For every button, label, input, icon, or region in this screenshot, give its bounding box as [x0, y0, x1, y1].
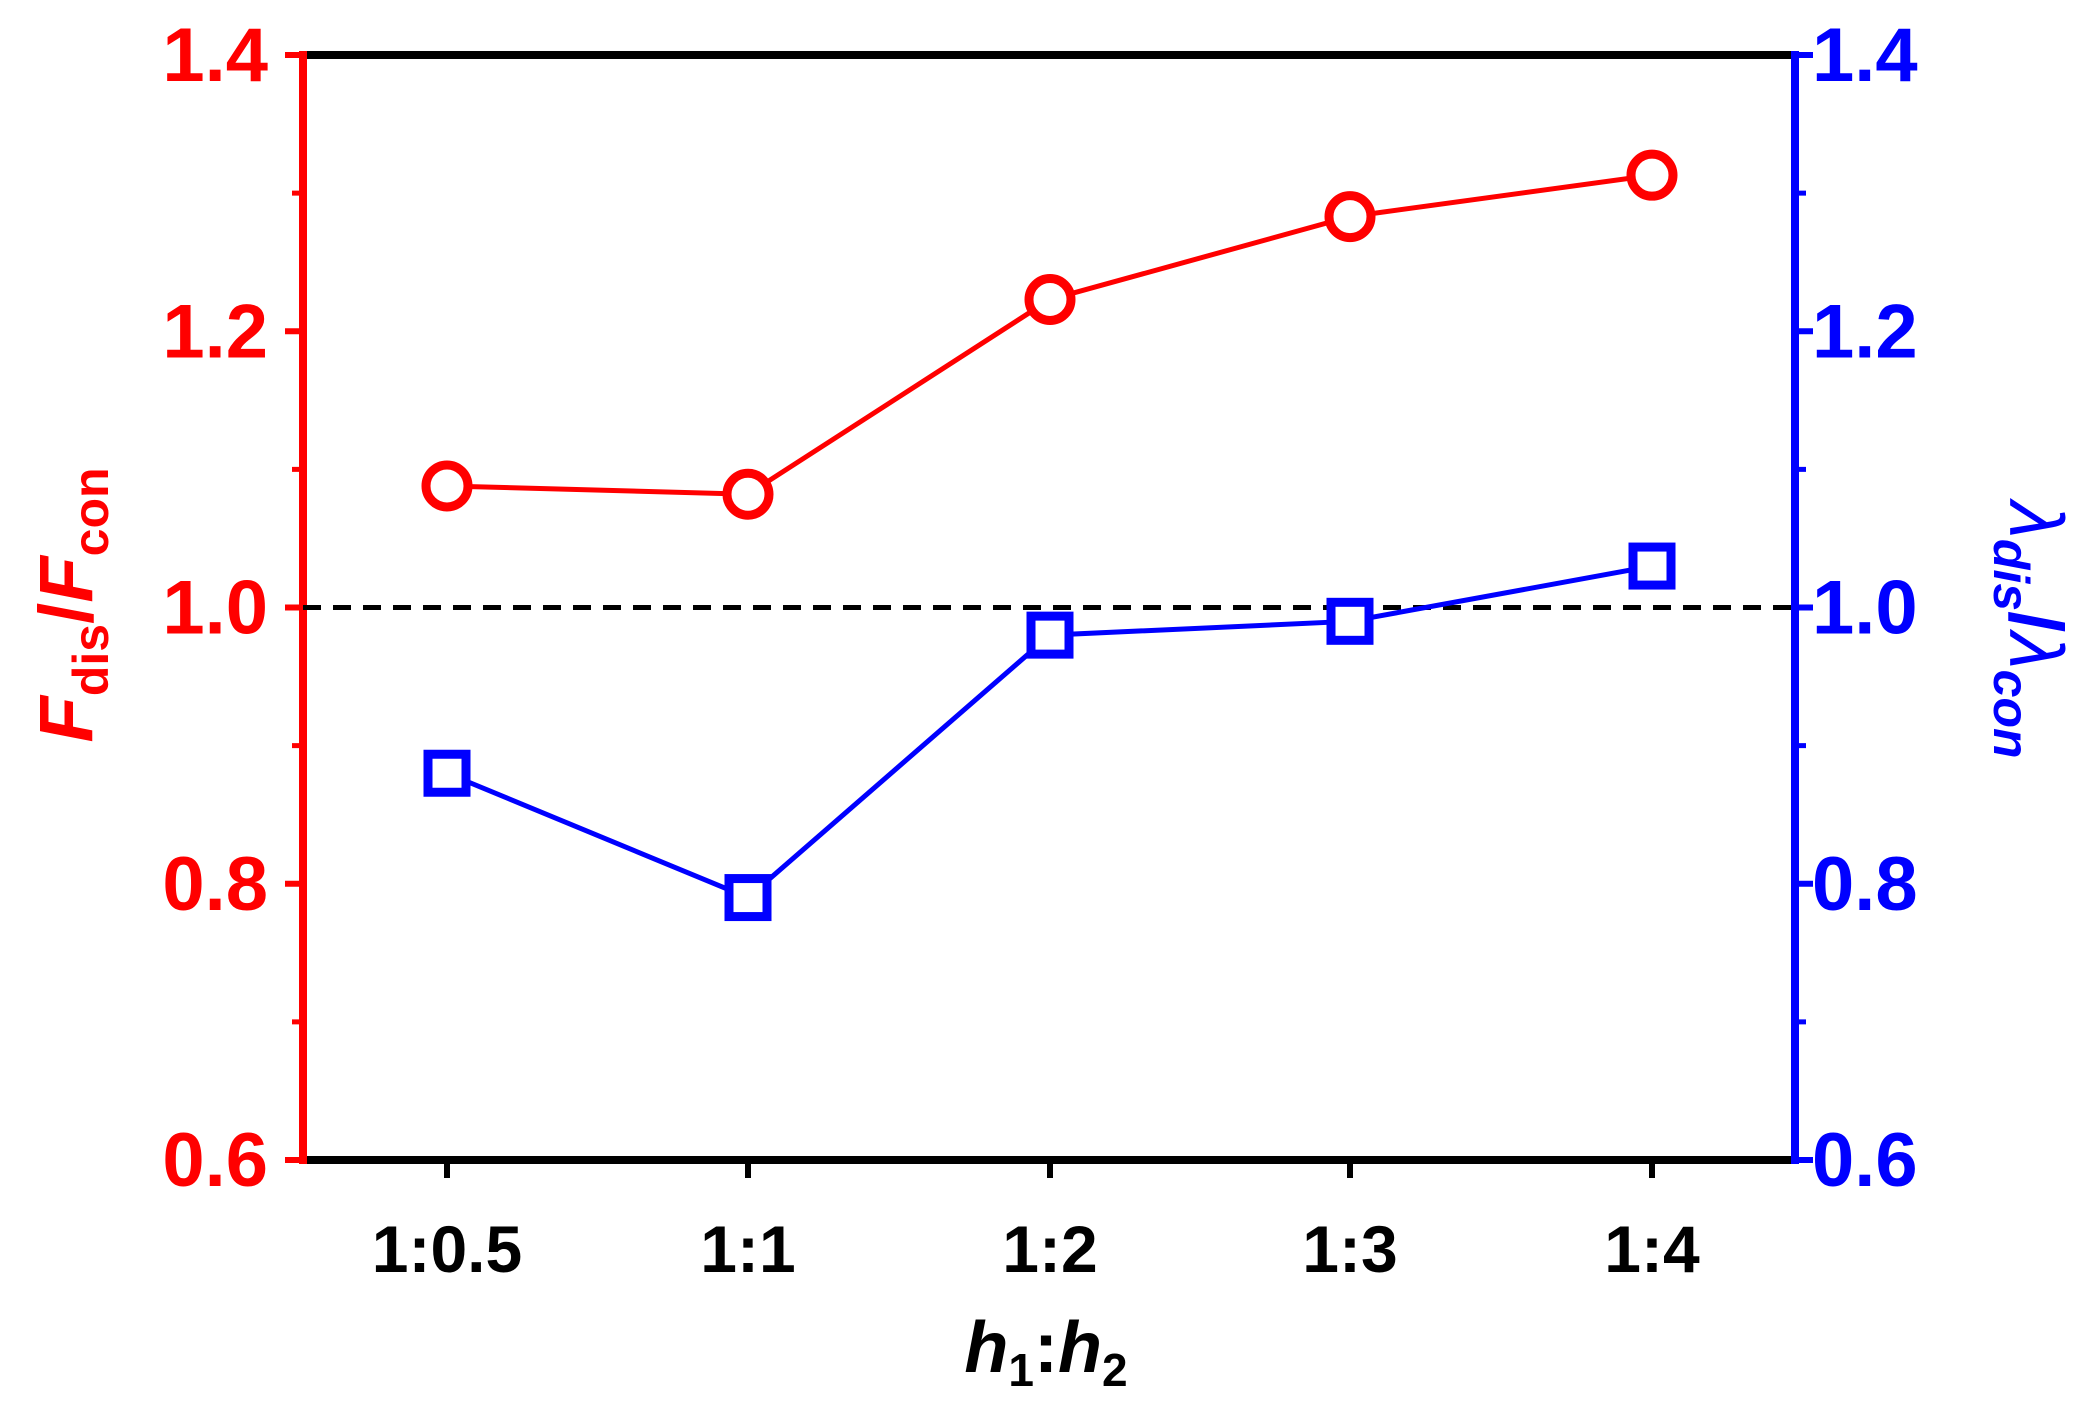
x-axis-title: h1:h2	[964, 1308, 1127, 1396]
right-axis-tick-label: 1.0	[1812, 566, 1918, 651]
right-axis-title: λdis/λcon	[1983, 497, 2078, 758]
x-axis-title-sub1: 1	[1008, 1344, 1034, 1396]
x-axis-title-main2: h	[1058, 1308, 1102, 1388]
series-lambda-dis-lambda-con-point	[1026, 611, 1074, 659]
left-axis-title: Fdis/Fcon	[24, 467, 119, 742]
left-axis-title-sub2: con	[63, 467, 119, 556]
right-axis-title-sub1: dis	[1983, 539, 2039, 611]
x-axis-title-sub2: 2	[1102, 1344, 1128, 1396]
left-axis-tick-label: 1.4	[162, 13, 268, 98]
series-fdis-fcon-point	[421, 460, 473, 512]
x-axis-title-sep: :	[1034, 1308, 1058, 1388]
series-fdis-fcon-point	[1626, 149, 1678, 201]
series-lambda-dis-lambda-con-point	[1628, 542, 1676, 590]
left-axis-title-sep: /	[24, 603, 109, 624]
x-tick-label: 1:2	[1002, 1212, 1097, 1286]
left-axis-tick-label: 1.0	[162, 566, 268, 651]
right-axis-title-sub2: con	[1983, 670, 2039, 759]
series-fdis-fcon-line	[446, 172, 1653, 497]
x-axis-title-main1: h	[964, 1308, 1008, 1388]
series-fdis-fcon-point	[1024, 273, 1076, 325]
right-axis-title-sep: /	[1993, 611, 2078, 632]
right-axis-tick-label: 1.2	[1812, 289, 1918, 374]
x-tick-label: 1:0.5	[372, 1212, 522, 1286]
x-tick-label: 1:1	[700, 1212, 795, 1286]
left-axis-tick-label: 0.8	[162, 842, 268, 927]
left-axis-tick-label: 1.2	[162, 289, 268, 374]
series-lambda-dis-lambda-con-point	[423, 749, 471, 797]
series-fdis-fcon-point	[722, 468, 774, 520]
left-axis-title-sub1: dis	[63, 624, 119, 696]
right-axis-tick-label: 0.8	[1812, 842, 1918, 927]
right-axis-title-main1: λ	[1993, 497, 2078, 538]
right-axis-tick-label: 1.4	[1812, 13, 1918, 98]
x-tick-label: 1:4	[1604, 1212, 1700, 1286]
left-axis-tick-label: 0.6	[162, 1118, 268, 1203]
series-lambda-dis-lambda-con-point	[1326, 597, 1374, 645]
series-lambda-dis-lambda-con-point	[724, 874, 772, 922]
left-axis-title-main2: F	[24, 554, 109, 603]
x-tick-label: 1:3	[1302, 1212, 1397, 1286]
series-fdis-fcon-point	[1324, 191, 1376, 243]
right-axis-title-main2: λ	[1993, 628, 2078, 669]
left-axis-title-main1: F	[24, 694, 109, 743]
right-axis-tick-label: 0.6	[1812, 1118, 1918, 1203]
